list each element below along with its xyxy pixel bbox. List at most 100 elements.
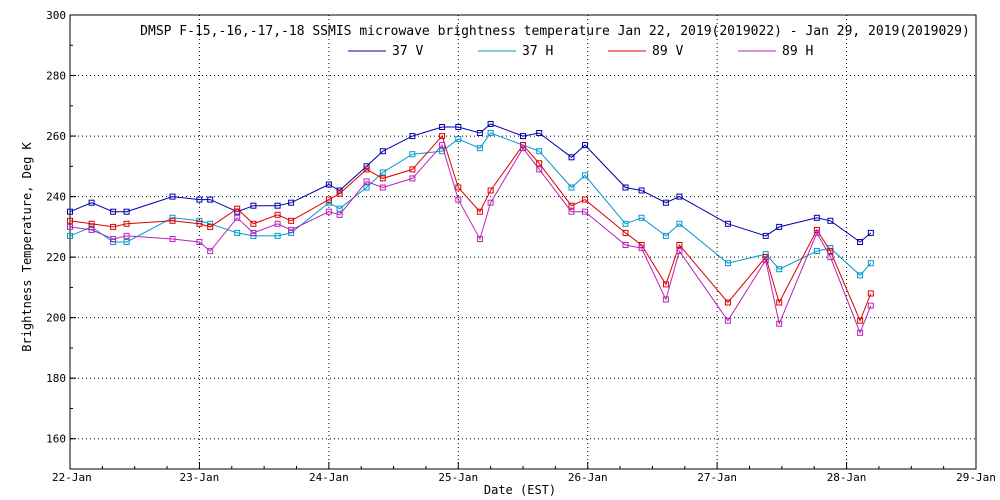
- data-point: [274, 202, 281, 209]
- data-point: [67, 208, 73, 215]
- data-point: [582, 142, 588, 149]
- data-point: [439, 142, 446, 149]
- data-point: [487, 199, 494, 206]
- data-point: [67, 217, 73, 224]
- data-point: [196, 239, 203, 245]
- y-tick-label: 240: [46, 191, 66, 204]
- data-point: [776, 299, 783, 306]
- data-point: [724, 299, 731, 306]
- data-point: [827, 248, 834, 255]
- data-point: [724, 220, 731, 227]
- data-point: [123, 239, 130, 245]
- x-tick-label: 26-Jan: [568, 471, 608, 484]
- data-point: [123, 232, 130, 239]
- data-point: [274, 211, 281, 218]
- x-tick-label: 25-Jan: [438, 471, 478, 484]
- series-37-v: [67, 121, 874, 245]
- data-point: [520, 133, 526, 140]
- data-point: [813, 229, 820, 236]
- data-point: [67, 232, 73, 239]
- data-point: [274, 232, 281, 239]
- data-point: [857, 239, 864, 245]
- y-tick-label: 300: [46, 9, 66, 22]
- data-point: [638, 187, 645, 194]
- x-tick-label: 29-Jan: [956, 471, 996, 484]
- y-tick-label: 160: [46, 433, 66, 446]
- legend-label: 37 V: [392, 44, 423, 59]
- data-point: [536, 166, 543, 173]
- data-point: [622, 229, 629, 236]
- data-point: [288, 217, 295, 224]
- y-tick-label: 200: [46, 312, 66, 325]
- y-tick-label: 220: [46, 251, 66, 264]
- data-point: [169, 236, 176, 242]
- data-point: [325, 199, 332, 206]
- data-point: [857, 272, 864, 279]
- data-point: [439, 124, 446, 130]
- data-point: [762, 232, 769, 239]
- legend-label: 89 H: [782, 44, 813, 59]
- legend-label: 89 V: [652, 44, 683, 59]
- data-point: [568, 202, 575, 209]
- data-point: [582, 208, 588, 215]
- data-point: [288, 199, 295, 206]
- data-point: [568, 154, 575, 161]
- data-point: [169, 193, 176, 200]
- data-point: [776, 223, 783, 230]
- data-point: [207, 196, 214, 203]
- data-point: [622, 220, 629, 227]
- data-point: [724, 260, 731, 267]
- data-point: [676, 220, 683, 227]
- data-point: [662, 281, 669, 288]
- data-point: [776, 266, 783, 273]
- legend-label: 37 H: [522, 44, 553, 59]
- x-tick-label: 24-Jan: [309, 471, 349, 484]
- data-point: [363, 178, 370, 185]
- data-point: [487, 121, 494, 127]
- y-tick-label: 180: [46, 372, 66, 385]
- data-point: [662, 199, 669, 206]
- data-point: [813, 214, 820, 221]
- data-point: [234, 214, 241, 221]
- data-point: [379, 175, 386, 182]
- data-point: [867, 260, 874, 267]
- data-point: [867, 290, 874, 297]
- data-point: [234, 229, 241, 236]
- data-point: [207, 223, 214, 230]
- data-point: [110, 236, 117, 242]
- data-point: [476, 208, 483, 215]
- y-tick-label: 280: [46, 70, 66, 83]
- data-point: [169, 217, 176, 224]
- data-point: [409, 151, 416, 158]
- x-tick-label: 27-Jan: [697, 471, 737, 484]
- data-point: [409, 166, 416, 173]
- data-point: [762, 257, 769, 264]
- data-point: [676, 242, 683, 248]
- data-point: [867, 302, 874, 309]
- data-point: [455, 184, 462, 191]
- data-point: [336, 211, 343, 218]
- data-point: [336, 190, 343, 197]
- data-point: [857, 317, 864, 324]
- data-point: [638, 245, 645, 252]
- data-point: [439, 133, 446, 140]
- data-point: [536, 160, 543, 167]
- series-line: [69, 144, 872, 335]
- data-point: [536, 130, 543, 136]
- data-point: [250, 229, 257, 236]
- data-point: [476, 236, 483, 242]
- data-point: [234, 205, 241, 212]
- x-tick-label: 22-Jan: [52, 471, 92, 484]
- y-axis: 160 180 200 220 240 260 280 300: [46, 9, 76, 470]
- data-point: [110, 208, 117, 215]
- data-point: [827, 254, 834, 261]
- data-point: [776, 320, 783, 327]
- data-point: [568, 208, 575, 215]
- data-point: [455, 196, 462, 203]
- data-point: [487, 130, 494, 136]
- data-point: [638, 214, 645, 221]
- y-tick-label: 260: [46, 130, 66, 143]
- data-point: [325, 196, 332, 203]
- data-point: [622, 242, 629, 248]
